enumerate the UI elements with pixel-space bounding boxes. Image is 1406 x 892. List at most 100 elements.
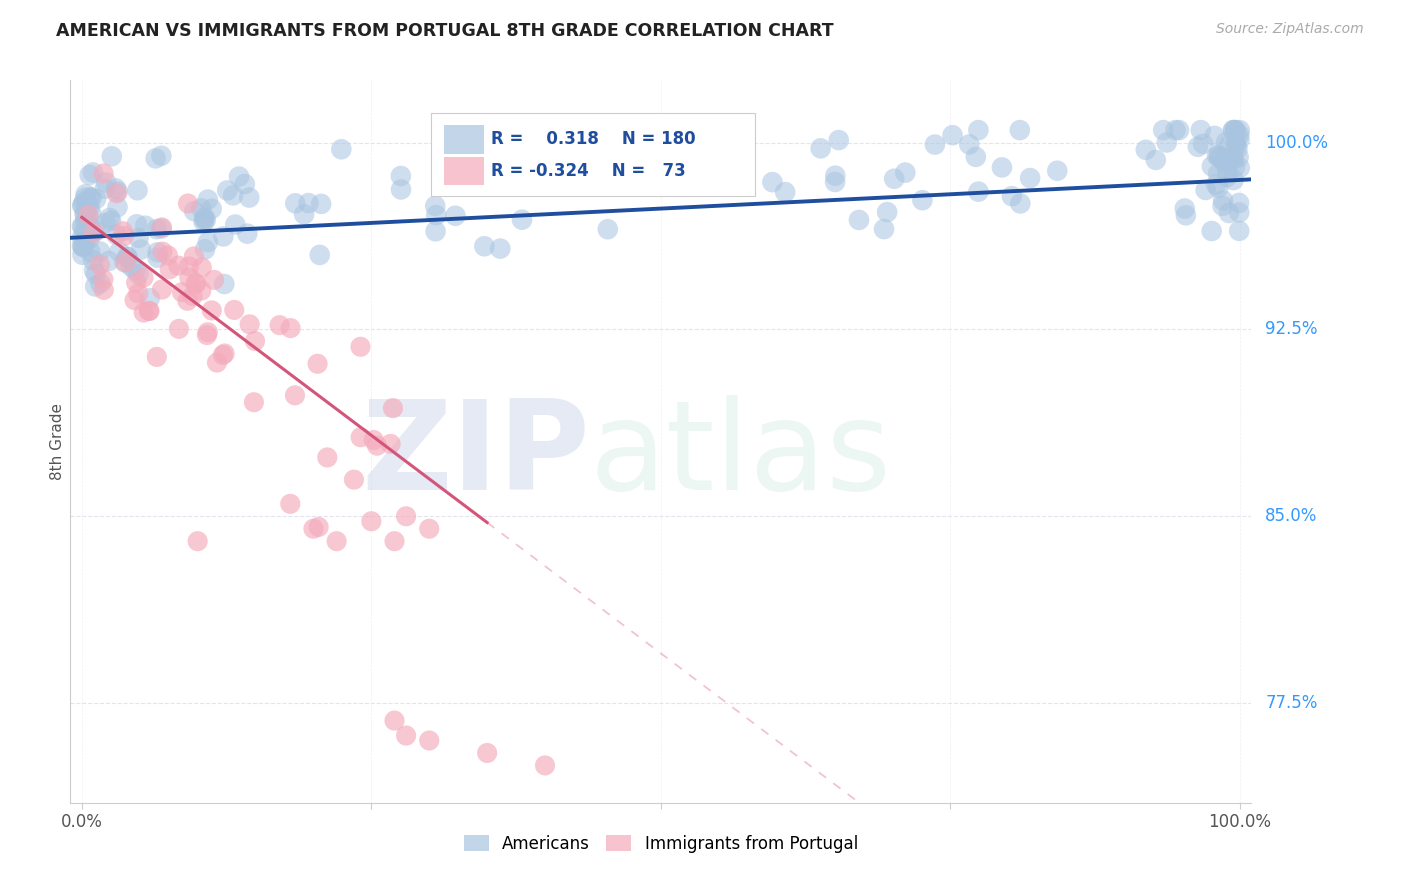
- Point: [1216, 169, 1239, 184]
- Point: [152, 244, 174, 259]
- Point: [489, 242, 512, 256]
- Point: [828, 133, 851, 147]
- Point: [1208, 148, 1230, 162]
- Point: [190, 284, 212, 298]
- Point: [80, 191, 103, 205]
- Point: [1223, 160, 1246, 174]
- Point: [124, 293, 146, 307]
- Point: [1156, 136, 1178, 150]
- Point: [1229, 123, 1251, 137]
- Point: [824, 175, 846, 189]
- Point: [360, 514, 382, 528]
- Point: [363, 433, 385, 447]
- Point: [278, 497, 301, 511]
- Point: [1010, 196, 1032, 211]
- Point: [967, 123, 990, 137]
- Point: [177, 196, 200, 211]
- Point: [1135, 143, 1157, 157]
- Point: [711, 143, 734, 157]
- Point: [810, 141, 832, 155]
- Point: [93, 272, 115, 286]
- Point: [108, 244, 131, 259]
- Point: [1174, 202, 1197, 216]
- Point: [150, 221, 173, 235]
- Point: [98, 211, 121, 225]
- Point: [127, 183, 149, 197]
- Point: [184, 276, 207, 290]
- Point: [73, 206, 96, 220]
- Point: [72, 240, 94, 254]
- Point: [228, 169, 250, 184]
- Point: [366, 439, 388, 453]
- Text: Source: ZipAtlas.com: Source: ZipAtlas.com: [1216, 22, 1364, 37]
- Point: [114, 255, 136, 269]
- Point: [84, 192, 107, 206]
- Point: [146, 251, 169, 265]
- Point: [1222, 123, 1244, 137]
- Point: [873, 222, 896, 236]
- Point: [1206, 167, 1229, 181]
- Point: [125, 276, 148, 290]
- Point: [134, 219, 156, 233]
- Point: [84, 224, 107, 238]
- Point: [82, 253, 104, 268]
- Point: [79, 200, 101, 214]
- Point: [177, 260, 200, 274]
- Point: [1208, 180, 1230, 194]
- Point: [167, 322, 190, 336]
- Point: [965, 150, 987, 164]
- Text: atlas: atlas: [591, 395, 891, 516]
- Point: [269, 318, 291, 333]
- Point: [1205, 178, 1227, 192]
- Point: [773, 185, 796, 199]
- Point: [107, 200, 129, 214]
- Point: [104, 181, 127, 195]
- Point: [194, 213, 217, 227]
- Point: [145, 152, 167, 166]
- Point: [183, 204, 205, 219]
- Point: [124, 263, 146, 277]
- Point: [380, 437, 402, 451]
- Point: [120, 259, 142, 273]
- Point: [1195, 183, 1218, 197]
- Point: [105, 186, 128, 201]
- Point: [127, 286, 149, 301]
- Point: [475, 746, 498, 760]
- Point: [302, 522, 325, 536]
- Point: [308, 520, 330, 534]
- FancyBboxPatch shape: [443, 125, 484, 153]
- Point: [991, 161, 1014, 175]
- Point: [156, 248, 179, 262]
- Point: [924, 137, 946, 152]
- Point: [72, 248, 94, 262]
- Point: [1201, 159, 1223, 173]
- Point: [193, 212, 215, 227]
- Point: [70, 239, 93, 253]
- Point: [197, 235, 219, 249]
- Point: [389, 169, 412, 183]
- Point: [1213, 155, 1236, 169]
- Point: [201, 303, 224, 318]
- Point: [474, 239, 496, 253]
- Text: ZIP: ZIP: [361, 395, 591, 516]
- Point: [510, 212, 533, 227]
- Point: [138, 304, 160, 318]
- Point: [1222, 173, 1244, 187]
- Point: [94, 182, 117, 196]
- Point: [1227, 150, 1250, 164]
- Text: AMERICAN VS IMMIGRANTS FROM PORTUGAL 8TH GRADE CORRELATION CHART: AMERICAN VS IMMIGRANTS FROM PORTUGAL 8TH…: [56, 22, 834, 40]
- Point: [425, 208, 447, 222]
- Point: [73, 195, 96, 210]
- Point: [1192, 136, 1215, 151]
- Point: [395, 729, 418, 743]
- Point: [425, 199, 447, 213]
- Point: [72, 219, 94, 234]
- Point: [73, 225, 96, 239]
- Point: [84, 267, 107, 281]
- Point: [146, 350, 169, 364]
- Point: [111, 224, 134, 238]
- Point: [214, 346, 236, 360]
- Point: [316, 450, 339, 465]
- Point: [1225, 123, 1247, 137]
- Point: [79, 190, 101, 204]
